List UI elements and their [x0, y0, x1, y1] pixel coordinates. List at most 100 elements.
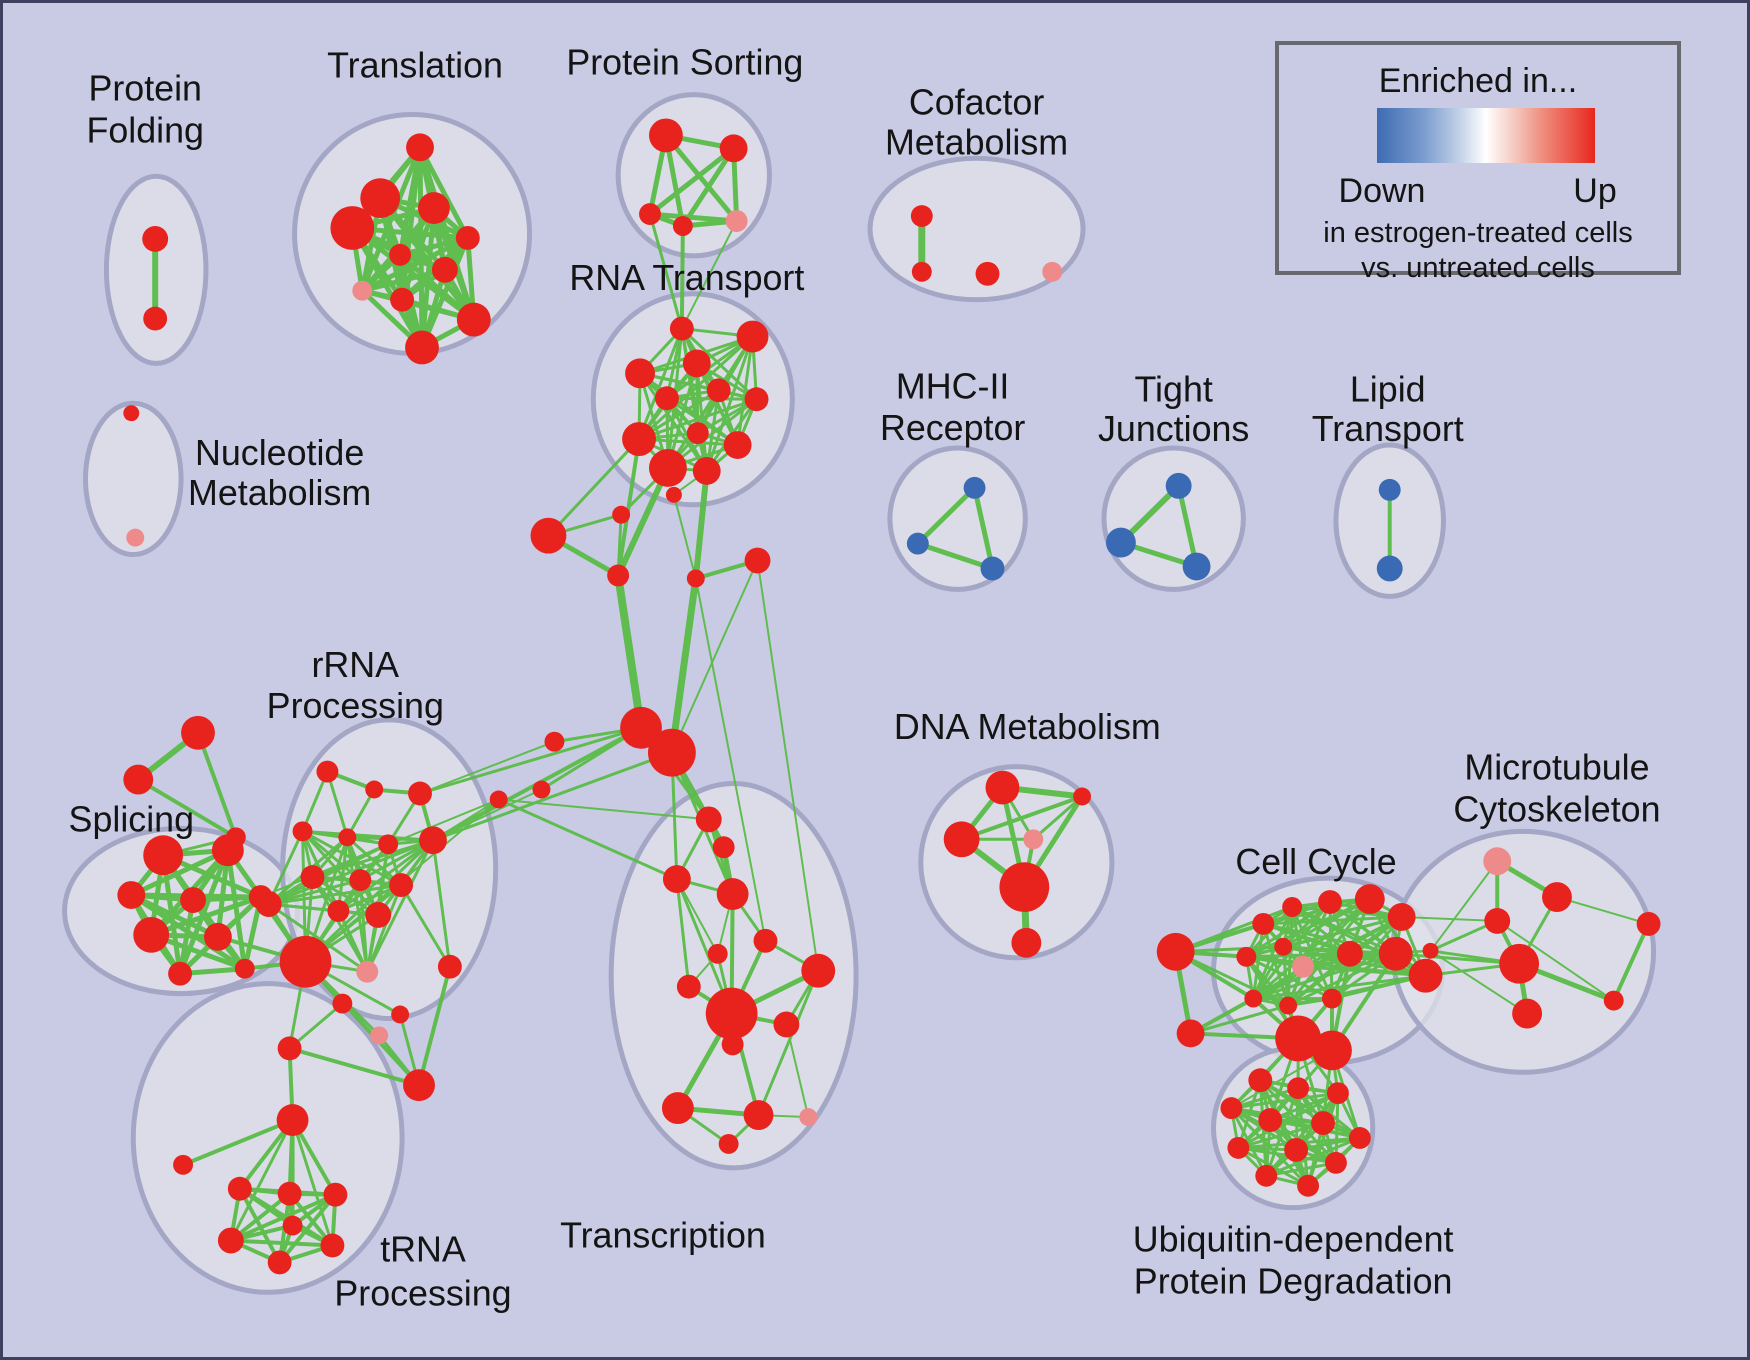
- gene-set-node-r: [365, 780, 384, 799]
- network-edge: [785, 1023, 810, 1119]
- network-edge: [325, 770, 349, 839]
- gene-set-node-b: [963, 476, 986, 499]
- gene-set-node-r: [403, 1069, 435, 1102]
- network-edge: [359, 235, 471, 294]
- network-edge: [1429, 860, 1499, 952]
- gene-set-node-r: [719, 134, 748, 163]
- network-edge: [303, 959, 422, 1088]
- network-edge: [915, 541, 995, 571]
- network-edge: [1229, 1086, 1300, 1110]
- gene-set-node-r: [489, 790, 508, 809]
- gene-set-node-r: [123, 764, 154, 795]
- gene-set-node-b: [1376, 555, 1403, 582]
- gene-set-node-r: [327, 900, 350, 922]
- gene-set-node-r: [1312, 1030, 1352, 1071]
- gene-set-node-r: [639, 203, 661, 226]
- gene-set-node-r: [418, 192, 450, 225]
- network-edge: [417, 144, 471, 241]
- gene-set-node-r: [217, 1227, 244, 1254]
- cluster-label-transcription: Transcription: [560, 1216, 766, 1256]
- gene-set-node-r: [695, 806, 722, 833]
- network-edge: [1429, 949, 1529, 1015]
- cluster-label-cofactor-metabolism: Metabolism: [885, 122, 1068, 162]
- network-edge: [614, 571, 646, 732]
- gene-set-node-r: [692, 456, 721, 485]
- gene-set-node-r: [279, 935, 332, 988]
- network-edge: [1261, 922, 1290, 1008]
- network-edge: [1611, 921, 1651, 1003]
- gene-set-node-r: [282, 1215, 303, 1236]
- gene-set-node-r: [801, 953, 836, 988]
- gene-set-node-r: [330, 206, 375, 250]
- gene-set-node-r: [390, 287, 415, 312]
- gene-set-node-r: [180, 887, 206, 913]
- cluster-label-tight-junctions: Junctions: [1098, 409, 1249, 449]
- gene-set-node-r: [721, 1033, 744, 1056]
- network-edge: [349, 225, 425, 350]
- network-edge: [1286, 952, 1352, 1008]
- cluster-label-protein-folding: Protein: [88, 69, 202, 109]
- network-edge: [1174, 905, 1294, 954]
- gene-set-node-r: [672, 216, 693, 236]
- gene-set-node-p: [126, 528, 145, 547]
- gene-set-node-r: [332, 993, 353, 1014]
- gene-set-node-r: [744, 387, 769, 412]
- cluster-label-lipid-transport: Lipid: [1350, 369, 1426, 409]
- gene-set-node-r: [292, 821, 313, 842]
- gene-set-node-r: [320, 1233, 345, 1258]
- network-edge: [1031, 794, 1084, 841]
- gene-set-node-r: [985, 770, 1020, 805]
- network-edge: [399, 883, 452, 969]
- network-edge: [336, 838, 435, 913]
- gene-set-node-r: [1484, 907, 1511, 934]
- gene-set-node-r: [1244, 989, 1263, 1008]
- network-edge: [267, 842, 390, 906]
- cluster-label-mhc-ii-receptor: MHC-II: [896, 366, 1009, 406]
- gene-set-node-r: [431, 256, 458, 283]
- gene-set-node-r: [612, 505, 631, 524]
- network-edge: [225, 847, 248, 972]
- gene-set-node-r: [723, 431, 752, 459]
- gene-set-node-p: [799, 1108, 818, 1127]
- network-edge: [287, 1046, 422, 1088]
- network-edge: [267, 902, 369, 974]
- gene-set-node-r: [133, 916, 170, 953]
- cluster-label-microtubule-cytoskeleton: Cytoskeleton: [1453, 789, 1660, 829]
- gene-set-node-r: [648, 728, 696, 777]
- network-edge: [1496, 919, 1615, 1002]
- gene-set-node-r: [1354, 884, 1385, 914]
- network-edge: [679, 224, 685, 331]
- gene-set-node-r: [168, 961, 193, 986]
- gene-set-node-r: [1326, 1082, 1349, 1105]
- gene-set-node-r: [530, 517, 567, 554]
- gene-set-node-r: [389, 243, 412, 266]
- cluster-label-rrna-processing: rRNA: [312, 645, 400, 685]
- gene-set-node-r: [419, 826, 447, 855]
- gene-set-node-r: [736, 320, 769, 353]
- gene-set-node-r: [408, 781, 432, 806]
- gene-set-node-r: [1287, 1077, 1310, 1100]
- gene-set-node-p: [356, 960, 379, 983]
- gene-set-node-r: [910, 205, 933, 228]
- cluster-label-microtubule-cytoskeleton: Microtubule: [1464, 748, 1649, 788]
- network-edge: [972, 485, 995, 571]
- network-edge: [1286, 952, 1398, 1008]
- cluster-ellipse-trna-processing: [130, 981, 405, 1295]
- network-edge: [136, 777, 238, 840]
- network-edge: [196, 730, 238, 840]
- cluster-label-rna-transport: RNA Transport: [569, 258, 804, 298]
- gene-set-node-r: [705, 987, 758, 1040]
- network-edge: [546, 437, 641, 538]
- network-edge: [365, 838, 435, 974]
- network-edge: [694, 577, 767, 942]
- gene-set-node-r: [532, 780, 551, 799]
- network-edge: [1236, 1121, 1325, 1150]
- cluster-ellipse-mhc-ii-receptor: [887, 445, 1028, 592]
- gene-set-node-r: [255, 891, 282, 917]
- gene-set-node-r: [1297, 1174, 1320, 1197]
- gene-set-node-r: [1227, 1136, 1250, 1159]
- gene-set-node-r: [676, 974, 701, 999]
- gene-set-node-b: [1378, 478, 1401, 501]
